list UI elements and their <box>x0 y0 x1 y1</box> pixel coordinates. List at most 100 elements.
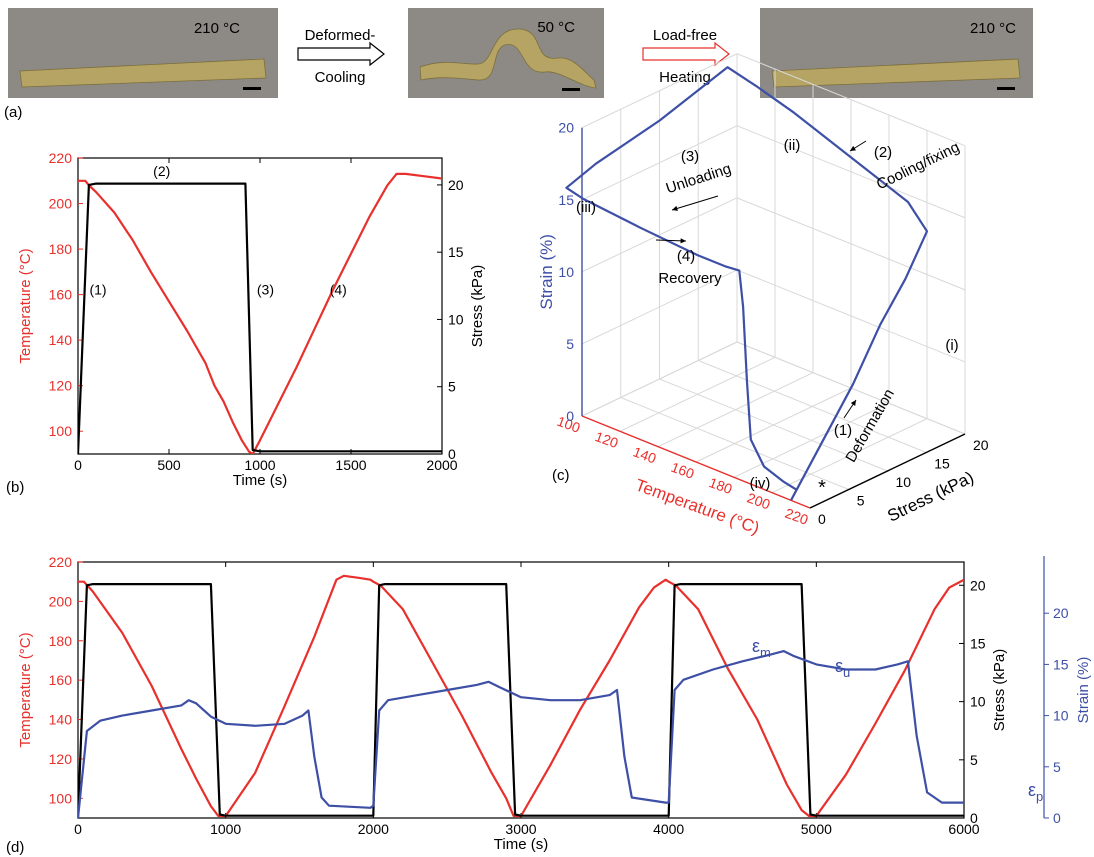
photo-2-temp: 50 °C <box>537 19 575 36</box>
x-axis-label: Time (s) <box>233 472 287 489</box>
step-name-recovery: Recovery <box>658 270 722 287</box>
x-tick-label: 0 <box>74 821 82 837</box>
y-right-tick-label: 20 <box>448 177 464 193</box>
direction-arrowhead-icon <box>680 238 686 244</box>
y-left-tick-label: 220 <box>49 150 73 166</box>
panel-label: (d) <box>6 839 24 856</box>
photo-2-sample <box>419 28 597 89</box>
temperature-series-line <box>78 574 964 818</box>
outline-arrow-right-icon <box>297 41 385 67</box>
y-right-tick-label: 15 <box>970 635 986 651</box>
y-left-tick-label: 180 <box>49 241 73 257</box>
photo-2: 50 °C <box>408 8 604 98</box>
temperature-tick-label: 140 <box>631 443 659 466</box>
stress-axis-line <box>809 433 966 509</box>
photo-3: 210 °C <box>760 8 1033 98</box>
floor-grid-line <box>659 378 888 472</box>
process-arrow-1: Deformed- Cooling <box>297 27 385 86</box>
step-annotation: (3) <box>257 282 274 298</box>
temperature-tick-label: 120 <box>593 428 621 451</box>
y-right2-tick-label: 20 <box>1053 605 1069 621</box>
strain-tick-label: 0 <box>566 408 574 424</box>
y-left-axis-label: Temperature (°C) <box>17 632 34 747</box>
y-right-tick-label: 0 <box>970 810 978 826</box>
wall-grid-line <box>581 53 738 129</box>
stress-tick-label: 20 <box>973 437 989 453</box>
outline-arrow-right-red-icon <box>642 41 730 67</box>
strain-annotation-m: εm <box>752 636 771 660</box>
strain-axis-label: Strain (%) <box>537 234 556 310</box>
strain-series-line <box>78 649 964 818</box>
plot-frame <box>77 157 443 455</box>
panel-a-label: (a) <box>4 104 22 121</box>
step-label-1: (1) <box>834 422 852 439</box>
y-left-tick-label: 160 <box>49 287 73 303</box>
step-label-4: (4) <box>677 248 695 265</box>
y-right-tick-label: 20 <box>970 577 986 593</box>
step-label-2: (2) <box>874 144 892 161</box>
photo-1-scalebar <box>243 87 261 90</box>
y-left-tick-label: 220 <box>49 554 73 570</box>
y-left-tick-label: 120 <box>49 378 73 394</box>
panel-a: 210 °C 50 °C 210 °C Deformed- Cooling Lo… <box>4 8 1033 121</box>
strain-path-line <box>565 66 929 501</box>
temperature-axis-line <box>581 415 811 509</box>
y-right2-axis-label: Strain (%) <box>1075 657 1092 724</box>
step-annotation: (4) <box>330 282 347 298</box>
strain-annotation-u: εu <box>835 656 850 680</box>
arrow-2-top-label: Load-free <box>653 27 717 44</box>
photo-1-sample <box>19 58 267 88</box>
y-right-tick-label: 0 <box>448 446 456 462</box>
point-label-iii: (iii) <box>576 199 596 216</box>
stress-tick-label: 0 <box>818 511 826 527</box>
wall-grid-line <box>736 197 966 291</box>
temperature-tick-label: 200 <box>745 489 773 512</box>
point-label-i: (i) <box>945 337 958 354</box>
temperature-tick-label: 100 <box>555 413 583 436</box>
photo-2-background <box>408 8 604 98</box>
direction-arrowhead-icon <box>850 400 856 406</box>
step-annotation: (2) <box>153 163 170 179</box>
direction-arrow-icon <box>671 195 719 211</box>
y-left-tick-label: 140 <box>49 712 73 728</box>
y-right-tick-label: 10 <box>970 694 986 710</box>
temperature-tick-label: 160 <box>669 459 697 482</box>
y-right-tick-label: 10 <box>448 311 464 327</box>
y-right-tick-label: 15 <box>448 244 464 260</box>
wall-grid-line <box>736 125 966 219</box>
step-label-3: (3) <box>681 148 699 165</box>
temperature-tick-label: 180 <box>707 474 735 497</box>
y-right2-tick-label: 10 <box>1053 708 1069 724</box>
arrow-1-top-label: Deformed- <box>305 27 376 44</box>
stress-series-line <box>78 582 964 818</box>
stress-series-line <box>78 182 442 454</box>
strain-annotation-p: εp <box>1028 780 1043 804</box>
x-tick-label: 5000 <box>801 821 832 837</box>
process-arrow-2: Load-free Heating <box>642 27 730 86</box>
x-tick-label: 2000 <box>358 821 389 837</box>
y-right-tick-label: 5 <box>448 379 456 395</box>
x-tick-label: 500 <box>157 457 181 473</box>
temperature-series-line <box>78 172 442 454</box>
y-left-tick-label: 200 <box>49 593 73 609</box>
panel-label: (b) <box>6 479 24 496</box>
step-annotation: (1) <box>89 282 106 298</box>
wall-grid-line <box>581 197 738 273</box>
panel-label: (c) <box>552 467 570 484</box>
point-label-ii: (ii) <box>784 137 801 154</box>
y-right2-tick-label: 5 <box>1053 759 1061 775</box>
photo-3-temp: 210 °C <box>970 20 1016 37</box>
y-left-tick-label: 120 <box>49 751 73 767</box>
photo-2-scalebar <box>562 88 580 91</box>
origin-marker: * <box>818 477 826 499</box>
stress-tick-label: 15 <box>934 456 950 472</box>
y-left-tick-label: 160 <box>49 672 73 688</box>
x-tick-label: 0 <box>74 457 82 473</box>
y-left-tick-label: 180 <box>49 633 73 649</box>
y-right-axis-label: Stress (kPa) <box>469 265 486 348</box>
strain-tick-label: 5 <box>566 336 574 352</box>
